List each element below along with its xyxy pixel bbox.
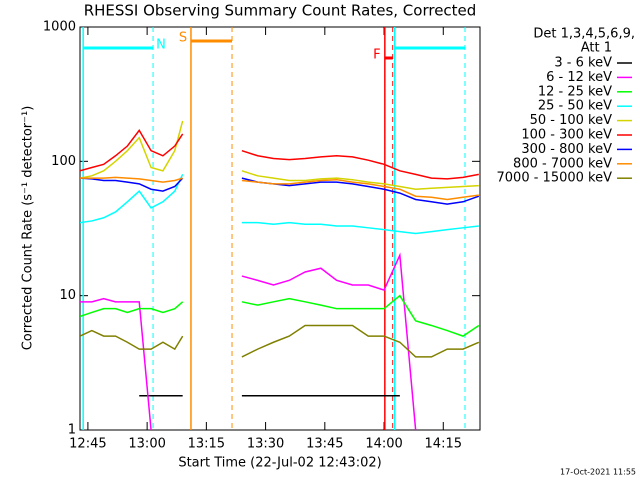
legend-title: Det 1,3,4,5,6,9,	[533, 27, 635, 42]
series-line	[80, 324, 480, 358]
legend-label: 6 - 12 keV	[546, 70, 612, 85]
x-tick-label: 12:45	[69, 437, 106, 452]
series-line	[80, 120, 479, 190]
y-tick-label: 100	[51, 154, 76, 169]
y-tick-label: 1	[68, 423, 76, 438]
chart-title: RHESSI Observing Summary Count Rates, Co…	[84, 2, 477, 20]
x-tick-label: 13:00	[128, 437, 165, 452]
legend-label: 300 - 800 keV	[521, 142, 612, 157]
series-line	[80, 176, 479, 201]
legend-label: 25 - 50 keV	[538, 99, 612, 114]
legend-label: 100 - 300 keV	[521, 128, 612, 143]
legend-title: Att 1	[581, 41, 612, 56]
legend-label: 3 - 6 keV	[554, 56, 612, 71]
legend-label: 800 - 7000 keV	[513, 156, 612, 171]
legend-label: 12 - 25 keV	[538, 84, 612, 99]
x-axis-label: Start Time (22-Jul-02 12:43:02)	[178, 456, 381, 471]
series-line	[80, 177, 480, 205]
interval-label: S	[179, 31, 187, 46]
legend-label: 50 - 100 keV	[530, 113, 613, 128]
plot-area: N S F	[80, 27, 480, 430]
interval-label: F	[373, 48, 380, 63]
x-tick-label: 14:00	[365, 437, 402, 452]
x-tick-label: 13:15	[188, 437, 225, 452]
y-tick-label: 1000	[43, 20, 76, 35]
footer: 17-Oct-2021 11:55	[560, 468, 636, 477]
y-axis-label: Corrected Count Rate (s⁻¹ detector⁻¹)	[21, 106, 36, 351]
series-line	[80, 294, 480, 337]
interval-label: N	[156, 38, 166, 53]
series-line	[80, 252, 417, 430]
series-line	[80, 129, 479, 180]
x-tick-label: 13:30	[247, 437, 284, 452]
y-tick-label: 10	[59, 288, 76, 303]
x-tick-label: 14:15	[425, 437, 462, 452]
series-line	[80, 174, 479, 235]
legend-label: 7000 - 15000 keV	[497, 171, 613, 186]
plot-frame	[79, 26, 481, 431]
x-tick-label: 13:45	[306, 437, 343, 452]
